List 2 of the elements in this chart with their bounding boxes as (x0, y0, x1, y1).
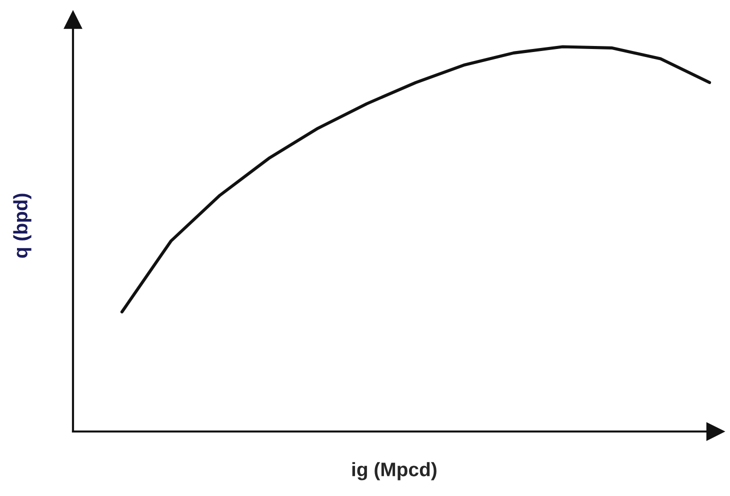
x-axis-title: ig (Mpcd) (352, 462, 436, 480)
y-axis-title: q (bpd) (13, 194, 32, 258)
